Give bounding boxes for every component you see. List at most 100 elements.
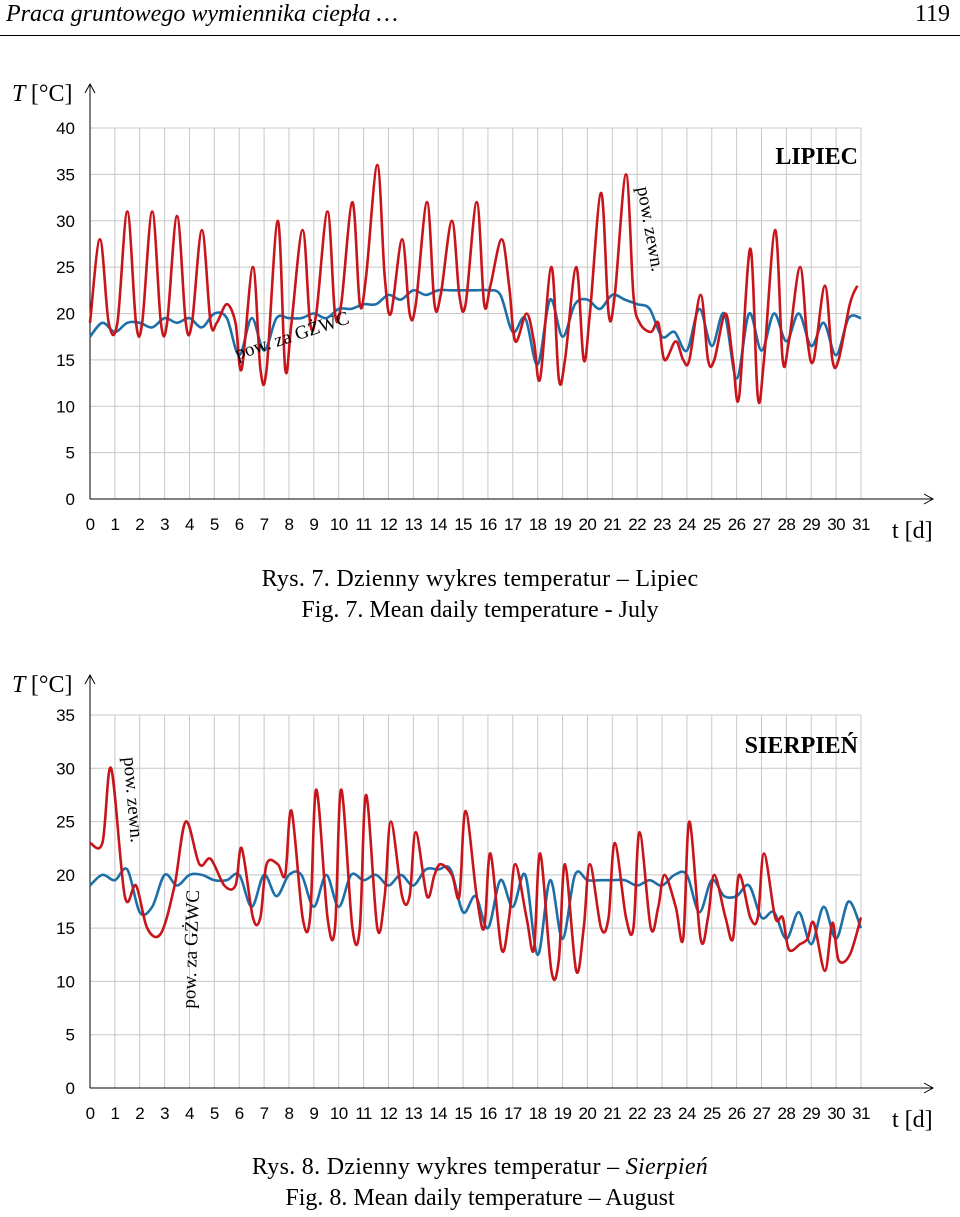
july-y-tick-label: 5 xyxy=(66,444,75,463)
figure-8-caption-pl: Rys. 8. Dzienny wykres temperatur – Sier… xyxy=(0,1154,960,1181)
july-x-tick-label: 4 xyxy=(185,515,194,534)
august-x-tick-label: 27 xyxy=(753,1104,771,1123)
august-x-axis-arrow xyxy=(923,1082,935,1094)
august-x-tick-label: 22 xyxy=(628,1104,646,1123)
july-y-tick-label: 40 xyxy=(56,119,75,138)
july-x-tick-label: 19 xyxy=(554,515,572,534)
august-x-tick-label: 2 xyxy=(135,1104,144,1123)
july-x-tick-label: 27 xyxy=(753,515,771,534)
august-y-tick-label: 0 xyxy=(66,1079,75,1098)
july-x-tick-label: 31 xyxy=(852,515,870,534)
august-month-title: SIERPIEŃ xyxy=(745,733,859,759)
august-x-tick-label: 4 xyxy=(185,1104,194,1123)
july-x-tick-label: 23 xyxy=(653,515,671,534)
august-x-tick-label: 29 xyxy=(802,1104,820,1123)
july-y-tick-label: 25 xyxy=(56,258,75,277)
july-x-tick-label: 5 xyxy=(210,515,219,534)
july-x-tick-label: 29 xyxy=(802,515,820,534)
august-y-tick-label: 5 xyxy=(66,1026,75,1045)
august-x-tick-label: 25 xyxy=(703,1104,721,1123)
august-x-tick-label: 6 xyxy=(235,1104,244,1123)
august-x-tick-label: 31 xyxy=(852,1104,870,1123)
august-x-tick-label: 16 xyxy=(479,1104,497,1123)
july-month-title: LIPIEC xyxy=(775,144,858,170)
august-x-tick-label: 13 xyxy=(404,1104,422,1123)
july-x-tick-label: 24 xyxy=(678,515,696,534)
july-y-tick-label: 35 xyxy=(56,165,75,184)
july-y-tick-label: 15 xyxy=(56,351,75,370)
july-y-tick-label: 0 xyxy=(66,490,75,509)
august-y-tick-label: 10 xyxy=(56,972,75,991)
august-x-tick-label: 5 xyxy=(210,1104,219,1123)
july-x-tick-label: 2 xyxy=(135,515,144,534)
page-header: Praca gruntowego wymiennika ciepła … 119 xyxy=(0,0,960,40)
figure-8-caption-en: Fig. 8. Mean daily temperature – August xyxy=(285,1185,675,1211)
july-x-tick-label: 8 xyxy=(285,515,294,534)
august-x-tick-label: 3 xyxy=(160,1104,169,1123)
july-x-tick-label: 28 xyxy=(778,515,796,534)
july-y-tick-label: 20 xyxy=(56,305,75,324)
july-x-axis-label: t [d] xyxy=(892,518,933,544)
july-x-tick-label: 25 xyxy=(703,515,721,534)
figure-8-caption-pl-italic: Sierpień xyxy=(625,1154,709,1180)
august-temperature-chart: 0 5 10 15 20 25 30 35 0 1 2 3 4 5 6 7 8 9 10 11 12 13 14 15 16 17… xyxy=(0,665,960,1150)
figure-7-caption-pl: Rys. 7. Dzienny wykres temperatur – Lipi… xyxy=(261,566,699,592)
august-y-tick-label: 20 xyxy=(56,866,75,885)
august-x-tick-label: 1 xyxy=(110,1104,119,1123)
august-x-tick-label: 24 xyxy=(678,1104,696,1123)
august-y-tick-label: 25 xyxy=(56,813,75,832)
july-x-tick-label: 7 xyxy=(260,515,269,534)
july-x-tick-label: 16 xyxy=(479,515,497,534)
august-x-tick-label: 21 xyxy=(603,1104,621,1123)
august-x-tick-label: 11 xyxy=(355,1104,372,1123)
august-y-axis-arrow xyxy=(84,673,96,685)
august-x-tick-label: 23 xyxy=(653,1104,671,1123)
august-x-tick-label: 17 xyxy=(504,1104,522,1123)
august-x-tick-label: 28 xyxy=(778,1104,796,1123)
july-temperature-chart: 0 5 10 15 20 25 30 35 40 0 1 2 3 4 5 6 7 8 9 10 11 12 13 14 15 16… xyxy=(0,75,960,565)
july-x-tick-label: 13 xyxy=(404,515,422,534)
header-rule xyxy=(0,35,960,36)
july-y-axis-label: T [°C] xyxy=(12,81,73,107)
page-number: 119 xyxy=(914,1,950,27)
august-annotation-gzwc: pow. za GŻWC xyxy=(179,890,204,1009)
august-x-tick-label: 12 xyxy=(380,1104,398,1123)
july-x-tick-label: 14 xyxy=(429,515,447,534)
august-x-tick-label: 10 xyxy=(330,1104,348,1123)
july-x-tick-label: 17 xyxy=(504,515,522,534)
august-x-tick-label: 18 xyxy=(529,1104,547,1123)
august-y-axis-label: T [°C] xyxy=(12,672,73,698)
july-x-tick-label: 11 xyxy=(355,515,372,534)
july-x-tick-label: 3 xyxy=(160,515,169,534)
july-x-tick-label: 22 xyxy=(628,515,646,534)
august-series-outdoor-line xyxy=(89,766,863,982)
july-y-axis-arrow xyxy=(84,82,96,94)
august-x-tick-label: 9 xyxy=(309,1104,318,1123)
august-x-tick-label: 19 xyxy=(554,1104,572,1123)
july-x-tick-label: 12 xyxy=(380,515,398,534)
july-x-axis-arrow xyxy=(923,493,935,505)
july-x-tick-label: 10 xyxy=(330,515,348,534)
august-x-tick-label: 0 xyxy=(86,1104,95,1123)
figure-7-caption-en: Fig. 7. Mean daily temperature - July xyxy=(301,597,659,623)
july-x-tick-label: 21 xyxy=(603,515,621,534)
july-x-tick-label: 30 xyxy=(827,515,845,534)
august-y-tick-label: 15 xyxy=(56,919,75,938)
july-x-tick-label: 26 xyxy=(728,515,746,534)
august-y-tick-label: 35 xyxy=(56,706,75,725)
july-x-tick-label: 0 xyxy=(86,515,95,534)
august-x-tick-label: 26 xyxy=(728,1104,746,1123)
august-x-tick-label: 8 xyxy=(285,1104,294,1123)
july-x-tick-label: 6 xyxy=(235,515,244,534)
july-y-tick-label: 30 xyxy=(56,212,75,231)
july-y-tick-label: 10 xyxy=(56,397,75,416)
july-x-tick-label: 20 xyxy=(579,515,597,534)
august-x-tick-label: 15 xyxy=(454,1104,472,1123)
august-x-tick-label: 14 xyxy=(429,1104,447,1123)
august-x-tick-label: 7 xyxy=(260,1104,269,1123)
august-y-tick-label: 30 xyxy=(56,759,75,778)
july-series-outdoor-line xyxy=(88,163,859,405)
july-x-tick-label: 18 xyxy=(529,515,547,534)
